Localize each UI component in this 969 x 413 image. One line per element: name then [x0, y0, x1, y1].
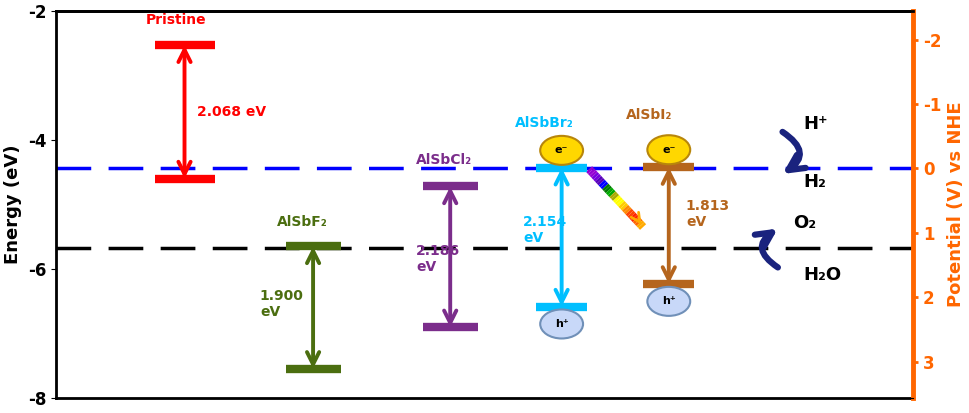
Text: AlSbI₂: AlSbI₂ — [626, 108, 672, 122]
Text: Pristine: Pristine — [146, 13, 206, 27]
Text: 2.154
eV: 2.154 eV — [523, 215, 567, 245]
Y-axis label: Energy (eV): Energy (eV) — [4, 145, 22, 264]
Text: O₂: O₂ — [793, 214, 816, 232]
Text: h⁺: h⁺ — [555, 319, 569, 329]
Text: h⁺: h⁺ — [662, 297, 675, 306]
Ellipse shape — [647, 287, 690, 316]
Text: AlSbCl₂: AlSbCl₂ — [416, 153, 472, 167]
Ellipse shape — [540, 309, 583, 339]
Text: H₂: H₂ — [803, 173, 827, 191]
Ellipse shape — [647, 135, 690, 164]
Text: AlSbF₂: AlSbF₂ — [277, 215, 328, 229]
Y-axis label: Potential (V) vs NHE: Potential (V) vs NHE — [947, 102, 965, 307]
Text: 2.186
eV: 2.186 eV — [416, 244, 460, 274]
Text: 1.813
eV: 1.813 eV — [686, 199, 730, 229]
Text: AlSbBr₂: AlSbBr₂ — [515, 116, 574, 131]
Text: H⁺: H⁺ — [803, 115, 828, 133]
Text: e⁻: e⁻ — [555, 145, 569, 155]
Text: e⁻: e⁻ — [662, 145, 675, 155]
Text: 1.900
eV: 1.900 eV — [260, 289, 304, 320]
Text: H₂O: H₂O — [803, 266, 841, 285]
Text: 2.068 eV: 2.068 eV — [198, 105, 266, 119]
Ellipse shape — [540, 136, 583, 165]
